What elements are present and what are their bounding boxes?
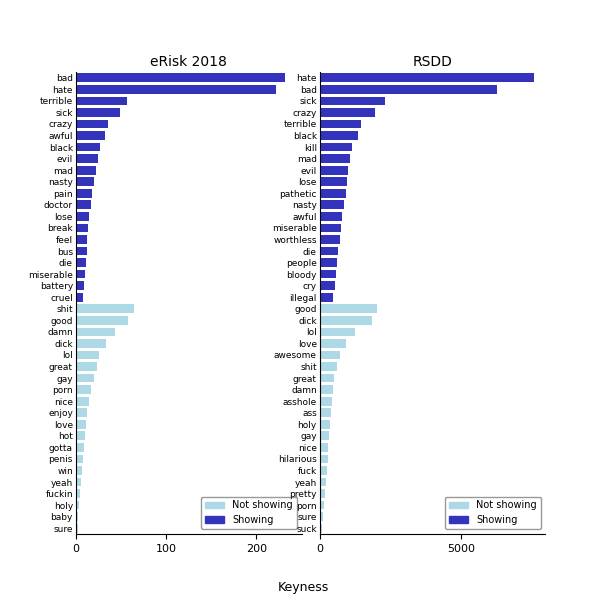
Bar bbox=[319, 443, 328, 452]
Bar bbox=[319, 178, 347, 186]
Bar bbox=[319, 293, 333, 302]
Bar bbox=[319, 143, 352, 151]
Bar bbox=[76, 501, 79, 509]
Bar bbox=[319, 235, 339, 244]
Bar bbox=[319, 339, 345, 348]
Bar bbox=[76, 108, 120, 117]
Bar bbox=[76, 304, 135, 313]
Bar bbox=[76, 478, 81, 487]
Bar bbox=[319, 397, 331, 406]
Bar bbox=[319, 328, 355, 336]
Bar bbox=[319, 166, 348, 175]
Bar bbox=[76, 212, 89, 221]
Bar bbox=[319, 466, 327, 475]
Bar bbox=[76, 455, 83, 463]
Bar bbox=[319, 489, 325, 498]
Text: Keyness: Keyness bbox=[278, 581, 328, 594]
Bar bbox=[76, 281, 84, 290]
Bar bbox=[76, 385, 91, 394]
Bar bbox=[319, 258, 337, 267]
Bar bbox=[76, 200, 91, 209]
Bar bbox=[76, 409, 87, 417]
Bar bbox=[76, 431, 85, 440]
Bar bbox=[319, 512, 323, 521]
Bar bbox=[76, 131, 105, 140]
Bar bbox=[319, 350, 340, 359]
Bar bbox=[319, 131, 358, 140]
Bar bbox=[319, 224, 341, 232]
Bar bbox=[76, 328, 116, 336]
Bar bbox=[319, 431, 329, 440]
Bar bbox=[76, 316, 128, 325]
Bar bbox=[76, 524, 78, 533]
Bar bbox=[319, 478, 326, 487]
Bar bbox=[76, 143, 100, 151]
Bar bbox=[76, 154, 98, 163]
Bar bbox=[319, 247, 338, 256]
Bar bbox=[76, 178, 94, 186]
Title: eRisk 2018: eRisk 2018 bbox=[150, 55, 227, 70]
Bar bbox=[76, 339, 105, 348]
Bar bbox=[76, 247, 87, 256]
Bar bbox=[76, 350, 99, 359]
Bar bbox=[76, 235, 87, 244]
Bar bbox=[76, 293, 83, 302]
Bar bbox=[319, 385, 333, 394]
Bar bbox=[76, 73, 285, 82]
Bar bbox=[319, 281, 335, 290]
Bar bbox=[76, 374, 94, 382]
Bar bbox=[319, 73, 534, 82]
Bar bbox=[76, 512, 78, 521]
Bar bbox=[319, 97, 385, 105]
Bar bbox=[76, 224, 88, 232]
Bar bbox=[76, 189, 92, 197]
Bar bbox=[319, 316, 372, 325]
Bar bbox=[319, 270, 336, 278]
Title: RSDD: RSDD bbox=[413, 55, 453, 70]
Bar bbox=[319, 200, 344, 209]
Bar bbox=[76, 166, 96, 175]
Bar bbox=[76, 443, 84, 452]
Bar bbox=[319, 362, 337, 371]
Bar bbox=[76, 362, 96, 371]
Bar bbox=[76, 489, 80, 498]
Legend: Not showing, Showing: Not showing, Showing bbox=[445, 497, 541, 529]
Bar bbox=[76, 258, 85, 267]
Bar bbox=[319, 119, 361, 128]
Bar bbox=[319, 85, 498, 94]
Bar bbox=[76, 420, 85, 428]
Bar bbox=[319, 154, 350, 163]
Bar bbox=[76, 397, 89, 406]
Bar bbox=[319, 189, 345, 197]
Bar bbox=[76, 85, 276, 94]
Bar bbox=[76, 270, 85, 278]
Bar bbox=[319, 501, 324, 509]
Bar bbox=[319, 455, 327, 463]
Bar bbox=[319, 108, 375, 117]
Bar bbox=[319, 212, 342, 221]
Bar bbox=[76, 97, 127, 105]
Bar bbox=[319, 524, 322, 533]
Bar bbox=[319, 374, 334, 382]
Bar bbox=[319, 420, 330, 428]
Bar bbox=[76, 119, 108, 128]
Bar bbox=[319, 409, 331, 417]
Legend: Not showing, Showing: Not showing, Showing bbox=[201, 497, 297, 529]
Bar bbox=[319, 304, 378, 313]
Bar bbox=[76, 466, 82, 475]
